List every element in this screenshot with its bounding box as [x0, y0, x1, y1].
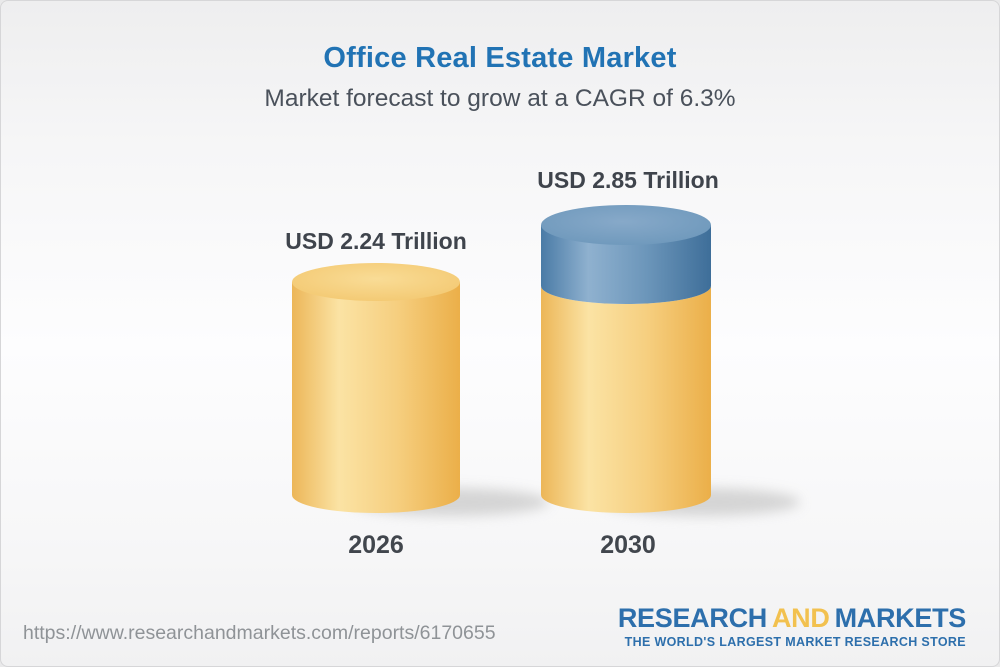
- research-and-markets-logo[interactable]: RESEARCH AND MARKETS THE WORLD'S LARGEST M…: [618, 605, 966, 649]
- bar-2030-cylinder: [541, 205, 711, 513]
- bar-2026-cylinder: [292, 263, 460, 513]
- category-label-2026: 2026: [348, 531, 404, 559]
- page-subtitle: Market forecast to grow at a CAGR of 6.3…: [264, 85, 736, 112]
- category-label-2030: 2030: [600, 531, 656, 559]
- bar-2030-base-segment: [541, 286, 711, 513]
- value-label-2030: USD 2.85 Trillion: [537, 167, 719, 193]
- bar-2030-growth-segment: [541, 225, 711, 304]
- logo-word-markets: MARKETS: [834, 603, 967, 633]
- report-url[interactable]: https://www.researchandmarkets.com/repor…: [23, 622, 496, 644]
- logo-word-and: AND: [771, 603, 830, 633]
- value-label-2026: USD 2.24 Trillion: [285, 228, 467, 254]
- logo-word-research: RESEARCH: [617, 603, 767, 633]
- page-title: Office Real Estate Market: [323, 42, 677, 74]
- logo-tagline: THE WORLD'S LARGEST MARKET RESEARCH STOR…: [624, 635, 966, 649]
- logo-wordmark: RESEARCH AND MARKETS: [618, 605, 966, 632]
